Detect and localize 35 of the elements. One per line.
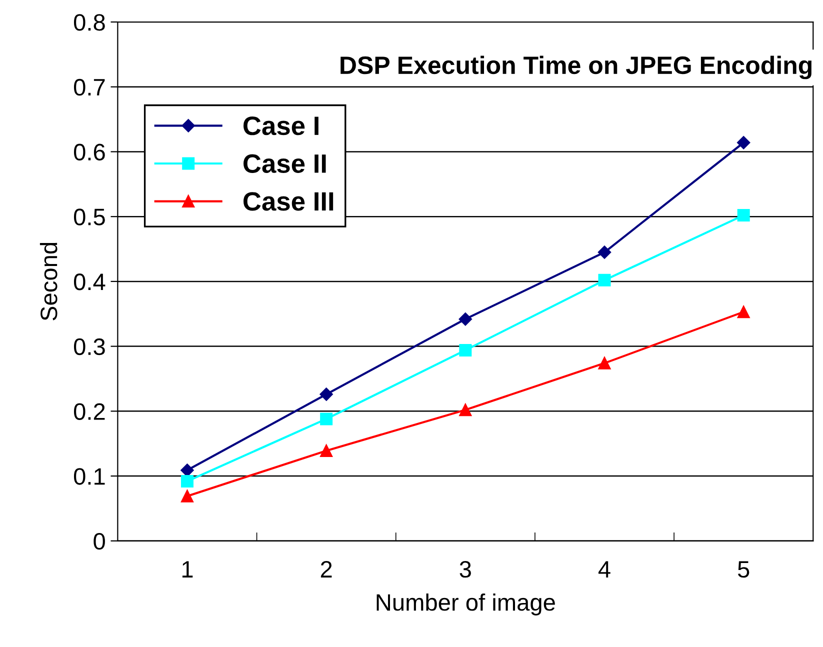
x-tick-label: 5 <box>738 561 750 578</box>
point <box>737 306 750 318</box>
y-tick-label: 0.8 <box>74 14 105 31</box>
x-tick-label: 4 <box>598 561 610 578</box>
x-tick-label: 1 <box>182 561 193 578</box>
y-tick-label: 0.1 <box>74 468 105 485</box>
point <box>598 356 611 370</box>
point <box>320 412 333 426</box>
x-axis-title: Number of image <box>376 593 555 616</box>
point <box>180 464 194 477</box>
point <box>180 490 194 502</box>
point <box>598 246 612 259</box>
x-tick-label: 2 <box>320 560 332 578</box>
y-tick-label: 0.7 <box>74 78 105 96</box>
point <box>598 274 611 286</box>
point <box>180 474 194 488</box>
legend-label: Case III <box>244 192 334 211</box>
y-tick-label: 0.2 <box>74 403 105 420</box>
point <box>458 312 472 326</box>
legend-label: Case I <box>244 116 318 136</box>
y-tick-label: 0 <box>94 532 105 550</box>
y-tick-label: 0.3 <box>74 338 105 356</box>
point <box>736 136 750 150</box>
point <box>459 344 472 356</box>
point <box>737 209 750 222</box>
text: DSP Execution Time on JPEG Encoding <box>340 56 812 80</box>
y-axis-title: Second <box>40 242 58 320</box>
y-tick-label: 0.5 <box>74 208 105 226</box>
point <box>320 444 333 457</box>
legend-label: Case II <box>244 154 326 173</box>
x-tick-label: 3 <box>460 560 471 578</box>
point <box>459 404 472 416</box>
y-tick-label: 0.4 <box>74 274 106 290</box>
y-tick-label: 0.6 <box>74 144 105 161</box>
point <box>320 388 333 401</box>
